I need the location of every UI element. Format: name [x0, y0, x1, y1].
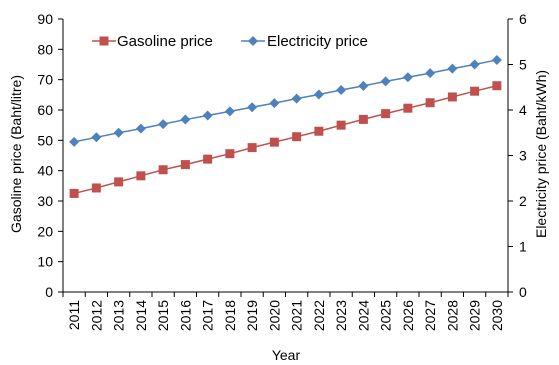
y-right-tick-label: 1 [519, 239, 527, 255]
data-point-square [69, 188, 79, 198]
data-point-diamond [402, 72, 413, 83]
x-tick-label: 2027 [422, 300, 438, 331]
x-tick-label: 2014 [133, 300, 149, 331]
data-point-square [292, 132, 302, 142]
data-point-square [158, 165, 168, 175]
data-point-square [180, 160, 190, 170]
data-point-diamond [247, 102, 258, 113]
x-tick-label: 2020 [266, 300, 282, 331]
x-tick-label: 2017 [200, 300, 216, 331]
legend-label: Gasoline price [117, 33, 213, 50]
data-point-diamond [358, 80, 369, 91]
data-point-square [403, 103, 413, 113]
data-point-diamond [447, 63, 458, 74]
data-point-diamond [224, 106, 235, 117]
data-point-diamond [158, 119, 169, 130]
data-point-square [91, 183, 101, 193]
y-right-tick-label: 2 [519, 193, 527, 209]
data-point-square [314, 126, 324, 136]
data-point-square [381, 109, 391, 119]
data-point-diamond [425, 68, 436, 79]
legend-label: Electricity price [267, 33, 368, 50]
data-point-square [247, 143, 257, 153]
data-point-diamond [69, 136, 80, 147]
data-point-diamond [291, 93, 302, 104]
data-point-square [447, 92, 457, 102]
x-tick-label: 2023 [333, 300, 349, 331]
y-left-tick-label: 40 [37, 163, 53, 179]
data-point-diamond [135, 123, 146, 134]
data-point-diamond [313, 89, 324, 100]
x-tick-label: 2015 [155, 300, 171, 331]
y-right-tick-label: 4 [519, 102, 527, 118]
x-tick-label: 2012 [88, 300, 104, 331]
x-tick-label: 2029 [467, 300, 483, 331]
y-left-tick-label: 50 [37, 132, 53, 148]
data-point-diamond [180, 114, 191, 125]
y-left-tick-label: 0 [45, 284, 53, 300]
data-point-square [336, 120, 346, 130]
legend-marker-diamond [248, 36, 258, 46]
data-point-square [203, 154, 213, 164]
y-left-tick-label: 20 [37, 223, 53, 239]
data-point-square [269, 137, 279, 147]
x-tick-label: 2028 [444, 300, 460, 331]
y-left-tick-label: 30 [37, 193, 53, 209]
data-point-square [425, 98, 435, 108]
data-point-diamond [380, 76, 391, 87]
data-point-diamond [469, 59, 480, 70]
y-left-tick-label: 90 [37, 11, 53, 27]
x-tick-label: 2016 [177, 300, 193, 331]
y-left-tick-label: 80 [37, 41, 53, 57]
x-tick-label: 2025 [378, 300, 394, 331]
y-right-tick-label: 3 [519, 148, 527, 164]
y-right-tick-label: 5 [519, 57, 527, 73]
x-tick-label: 2030 [489, 300, 505, 331]
data-point-square [470, 86, 480, 96]
x-tick-label: 2013 [111, 300, 127, 331]
series [69, 54, 502, 198]
data-point-square [225, 149, 235, 159]
y-axis-right-title: Electricity price (Baht/kWh) [533, 70, 549, 238]
x-tick-label: 2026 [400, 300, 416, 331]
y-left-tick-label: 60 [37, 102, 53, 118]
x-tick-label: 2021 [289, 300, 305, 331]
legend-marker-square [99, 36, 109, 46]
data-point-diamond [336, 84, 347, 95]
data-point-diamond [202, 110, 213, 121]
data-point-diamond [113, 127, 124, 138]
legend: Gasoline price Electricity price [92, 33, 368, 50]
data-point-diamond [91, 132, 102, 143]
x-tick-label: 2011 [66, 300, 82, 330]
data-point-diamond [491, 54, 502, 65]
y-right-tick-label: 0 [519, 284, 527, 300]
x-tick-label: 2019 [244, 300, 260, 331]
x-tick-label: 2024 [355, 300, 371, 331]
x-tick-label: 2022 [311, 300, 327, 331]
x-tick-label: 2018 [222, 300, 238, 331]
y-left-tick-label: 70 [37, 72, 53, 88]
data-point-square [358, 114, 368, 124]
y-right-tick-label: 6 [519, 11, 527, 27]
x-axis-title: Year [272, 347, 301, 363]
y-left-tick-label: 10 [37, 254, 53, 270]
data-point-square [492, 81, 502, 91]
y-axis-left-title: Gasoline price (Baht/litre) [8, 75, 24, 233]
data-point-square [114, 177, 124, 187]
data-point-diamond [269, 98, 280, 109]
data-point-square [136, 171, 146, 181]
